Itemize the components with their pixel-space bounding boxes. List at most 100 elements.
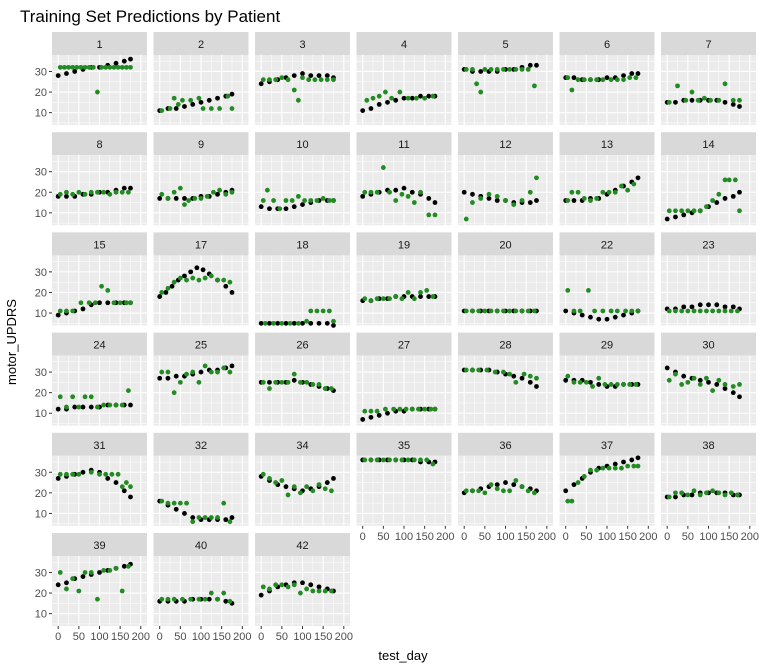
actual-point [117,300,123,306]
actual-point [202,275,208,281]
predicted-point [165,375,171,381]
predicted-point [432,200,438,205]
predicted-point [173,506,179,512]
x-tick-label: 0 [360,531,366,543]
actual-point [260,379,266,385]
actual-point [279,582,285,588]
actual-point [298,379,303,385]
actual-point [107,191,113,197]
actual-point [376,93,382,99]
actual-point [666,208,672,214]
actual-point [57,471,63,477]
actual-point [101,568,107,573]
actual-point [329,588,334,594]
predicted-point [308,582,314,588]
facet-panel-6: 6 [559,32,655,125]
actual-point [722,308,728,314]
predicted-point [223,517,229,523]
actual-point [722,382,728,387]
facet-strip [559,32,655,55]
y-tick-label: 20 [35,187,47,199]
actual-point [621,382,626,387]
actual-point [374,408,380,414]
actual-point [525,488,531,494]
actual-point [730,97,736,103]
actual-point [635,463,641,469]
facet-label: 24 [93,340,105,352]
actual-point [312,77,318,83]
actual-point [196,95,202,101]
actual-point [57,570,63,575]
actual-point [324,77,330,83]
actual-point [525,308,531,314]
actual-point [76,588,82,594]
predicted-point [621,459,626,465]
predicted-point [215,191,220,197]
predicted-point [737,104,742,109]
actual-point [387,296,392,302]
actual-point [594,467,600,473]
predicted-point [283,484,289,490]
facet-label: 17 [195,239,207,251]
actual-point [128,64,133,70]
x-tick-label: 150 [517,531,535,543]
actual-point [569,498,575,504]
actual-point [428,406,434,412]
actual-point [103,64,109,70]
actual-point [716,191,722,197]
predicted-point [503,480,508,485]
actual-point [575,77,581,83]
actual-point [64,471,69,477]
actual-point [704,204,709,210]
predicted-point [360,193,366,199]
facet-strip [661,432,756,456]
actual-point [507,488,513,494]
predicted-point [681,373,687,379]
actual-point [267,77,272,83]
predicted-point [308,320,314,326]
predicted-point [470,191,475,197]
facet-panel-22: 22 [559,232,655,326]
actual-point [513,67,519,72]
actual-point [291,371,297,377]
actual-point [128,300,133,306]
actual-point [190,275,196,281]
predicted-point [673,99,678,105]
actual-point [368,189,374,195]
actual-point [279,478,285,483]
actual-point [111,64,117,70]
x-tick-label: 0 [55,631,61,643]
actual-point [362,457,368,463]
actual-point [302,198,307,203]
actual-point [679,490,685,496]
facet-strip [153,32,249,55]
predicted-point [324,73,330,78]
y-tick-label: 30 [35,467,47,479]
x-tick-label: 150 [212,631,230,643]
predicted-point [563,488,569,494]
facet-strip [356,132,452,156]
actual-point [291,484,297,490]
actual-point [277,206,283,212]
facet-panel-35: 35 0 50 100 150 200 [356,432,454,543]
x-tick-label: 50 [276,631,288,643]
actual-point [519,308,525,314]
facet-strip [52,132,147,156]
predicted-point [55,476,61,481]
predicted-point [128,56,133,62]
actual-point [511,202,517,208]
facet-label: 6 [604,39,610,51]
x-tick-label: 100 [293,631,311,643]
actual-point [476,488,482,494]
facet-label: 28 [499,340,511,352]
predicted-point [737,189,742,195]
predicted-point [128,402,133,408]
actual-point [397,406,403,412]
actual-point [271,320,276,326]
actual-point [430,461,436,467]
facet-label: 22 [601,239,613,251]
x-tick-label: 150 [415,531,433,543]
predicted-point [157,196,163,201]
actual-point [565,373,571,379]
actual-point [99,283,104,289]
